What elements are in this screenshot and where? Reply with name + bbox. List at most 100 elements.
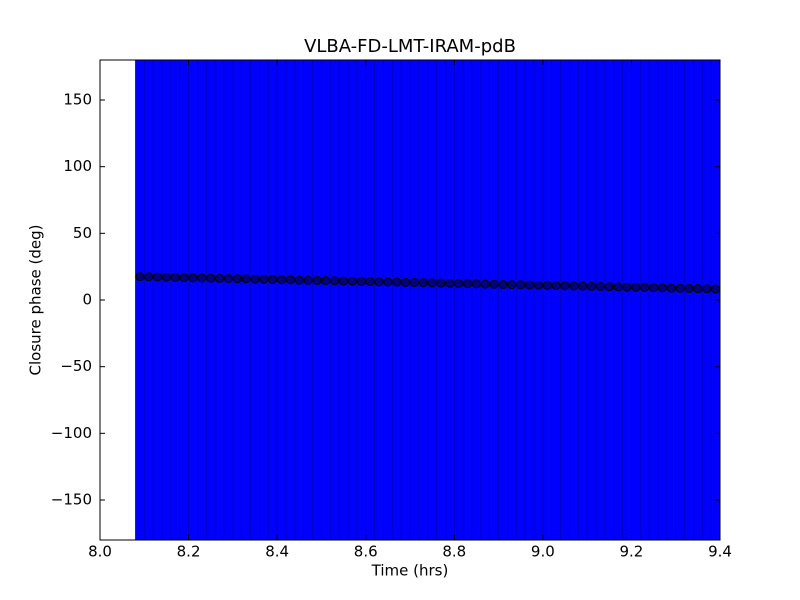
data-point <box>197 273 207 283</box>
data-point <box>374 277 384 287</box>
error-bar <box>666 60 677 540</box>
error-bar <box>639 60 650 540</box>
x-tick-label: 8.6 <box>354 543 378 561</box>
data-point <box>693 284 703 294</box>
data-point <box>365 277 375 287</box>
data-point <box>135 272 145 282</box>
error-bar <box>285 60 296 540</box>
error-bar <box>622 60 632 540</box>
error-bar <box>480 60 491 540</box>
error-bar <box>179 60 189 540</box>
data-point <box>445 278 455 288</box>
data-point <box>640 282 650 292</box>
data-point <box>649 283 659 293</box>
data-point <box>604 282 614 292</box>
data-point <box>436 278 446 288</box>
data-point <box>595 282 605 292</box>
x-tick-label: 8.4 <box>265 543 289 561</box>
data-point <box>232 274 242 284</box>
data-point <box>463 279 473 289</box>
data-point <box>347 276 357 286</box>
data-point <box>587 281 597 291</box>
data-point <box>533 280 543 290</box>
error-bar <box>365 60 375 540</box>
data-point <box>356 276 366 286</box>
error-bar <box>267 60 278 540</box>
error-bar <box>374 60 384 540</box>
data-point <box>489 279 499 289</box>
error-bar <box>515 60 526 540</box>
error-bar <box>445 60 455 540</box>
error-bar <box>462 60 473 540</box>
error-bar <box>489 60 499 540</box>
data-point <box>241 274 251 284</box>
error-bar <box>152 60 163 540</box>
data-point <box>188 273 198 283</box>
data-point <box>675 283 685 293</box>
data-point <box>179 273 189 283</box>
data-point <box>223 274 233 284</box>
x-tick-label: 8.0 <box>88 543 112 561</box>
data-point <box>339 276 349 286</box>
error-bar <box>161 60 172 540</box>
error-bar <box>604 60 615 540</box>
error-bar <box>675 60 685 540</box>
error-bar <box>214 60 225 540</box>
error-bar <box>657 60 668 540</box>
error-bar <box>241 60 251 540</box>
data-point <box>702 284 712 294</box>
error-bar <box>631 60 641 540</box>
data-point <box>507 280 517 290</box>
error-bar <box>259 60 269 540</box>
data-point <box>480 279 490 289</box>
data-point <box>711 284 720 294</box>
error-bar <box>232 60 243 540</box>
error-bar <box>586 60 597 540</box>
data-point <box>613 282 623 292</box>
data-point <box>268 274 278 284</box>
error-bar <box>507 60 517 540</box>
data-point <box>684 284 694 294</box>
data-point <box>409 278 419 288</box>
data-point <box>498 280 508 290</box>
data-point <box>206 273 216 283</box>
error-bar <box>409 60 420 540</box>
error-bar <box>223 60 234 540</box>
error-bar <box>701 60 712 540</box>
error-bar <box>400 60 411 540</box>
data-point <box>161 272 171 282</box>
error-bar <box>498 60 508 540</box>
data-point <box>525 280 535 290</box>
y-tick-label: 150 <box>63 91 92 109</box>
data-point <box>657 283 667 293</box>
error-bar <box>303 60 313 540</box>
data-point <box>542 280 552 290</box>
data-point <box>285 275 295 285</box>
y-tick-label: 100 <box>63 157 92 175</box>
y-tick-label: −50 <box>60 357 92 375</box>
error-bar <box>276 60 287 540</box>
data-point <box>454 278 464 288</box>
data-point <box>153 272 163 282</box>
data-point <box>312 276 322 286</box>
data-point <box>401 277 411 287</box>
error-bar <box>356 60 367 540</box>
y-tick-label: 0 <box>82 291 92 309</box>
plot-area <box>135 60 720 540</box>
error-bar <box>453 60 464 540</box>
error-bar <box>542 60 553 540</box>
x-tick-label: 8.8 <box>442 543 466 561</box>
error-bar <box>427 60 437 540</box>
error-bar <box>329 60 340 540</box>
data-point <box>516 280 526 290</box>
error-bar <box>294 60 305 540</box>
data-point <box>631 282 641 292</box>
error-bar <box>648 60 659 540</box>
error-bar <box>312 60 322 540</box>
error-bar <box>188 60 198 540</box>
error-bar <box>321 60 331 540</box>
error-bar <box>684 60 694 540</box>
error-bar <box>533 60 544 540</box>
x-tick-label: 8.2 <box>177 543 201 561</box>
data-point <box>569 281 579 291</box>
